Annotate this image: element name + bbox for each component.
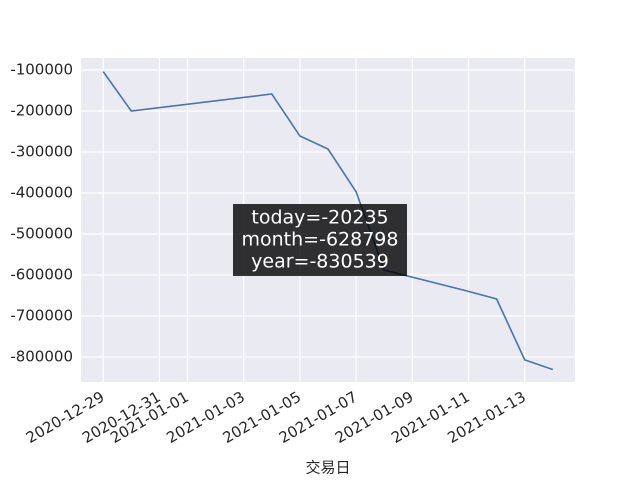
y-tick-label: -300000	[10, 143, 73, 161]
line	[102, 71, 554, 371]
y-tick-label: -600000	[10, 265, 73, 283]
annotation-text: year=-830539	[251, 251, 389, 273]
annotation-box	[233, 204, 407, 276]
x-axis-label: 交易日	[305, 459, 350, 477]
y-tick-label: -700000	[10, 306, 73, 324]
y-tick-label: -200000	[10, 102, 73, 120]
y-tick-label: -400000	[10, 184, 73, 202]
y-tick-label: -100000	[10, 61, 73, 79]
y-tick-label: -800000	[10, 347, 73, 365]
annotation-text: today=-20235	[251, 207, 388, 229]
y-tick-label: -500000	[10, 225, 73, 243]
annotation-text: month=-628798	[242, 229, 399, 251]
